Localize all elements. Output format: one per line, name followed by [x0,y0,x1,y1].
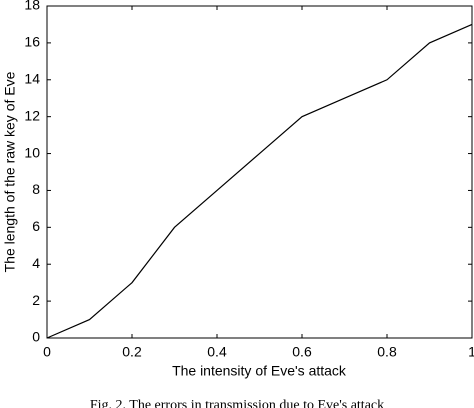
x-tick-label: 0 [43,344,51,360]
x-tick-label: 0.2 [122,344,142,360]
y-tick-label: 2 [32,292,40,308]
y-tick-label: 16 [24,34,40,50]
x-axis-label: The intensity of Eve's attack [172,363,347,379]
y-tick-label: 18 [24,0,40,13]
y-tick-label: 8 [32,181,40,197]
x-tick-label: 1 [468,344,474,360]
y-tick-label: 10 [24,144,40,160]
x-tick-label: 0.6 [292,344,312,360]
x-tick-label: 0.4 [207,344,227,360]
caption: Fig. 2. The errors in transmission due t… [90,398,384,408]
x-tick-label: 0.8 [377,344,397,360]
y-tick-label: 0 [32,329,40,345]
y-axis-label: The length of the raw key of Eve [2,71,18,272]
y-tick-label: 6 [32,218,40,234]
y-tick-label: 14 [24,70,40,86]
y-tick-label: 12 [24,107,40,123]
data-line [46,23,473,339]
y-tick-label: 4 [32,255,40,271]
plot-frame [46,5,473,339]
